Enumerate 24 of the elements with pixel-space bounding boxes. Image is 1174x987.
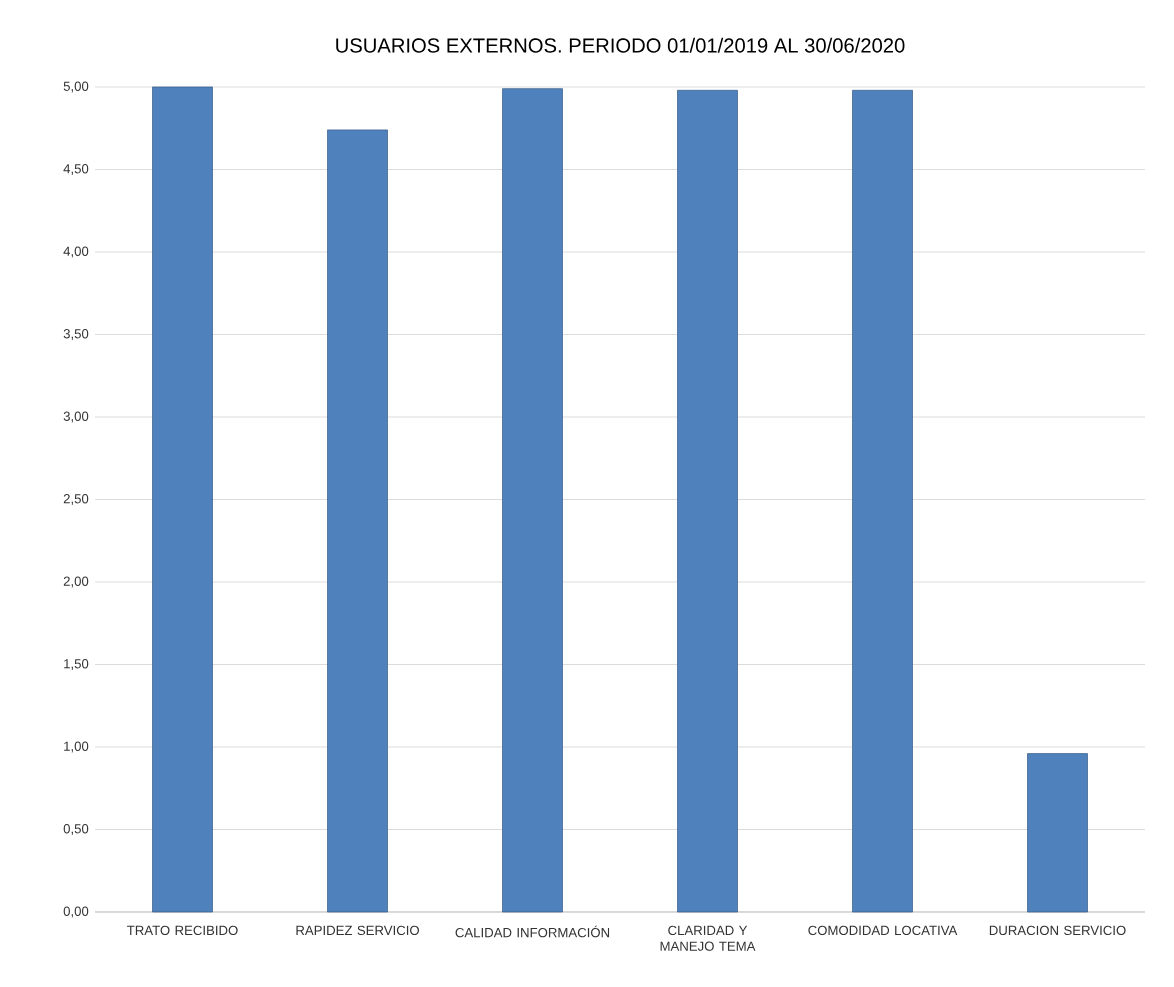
y-tick-label: 1,50 [64, 659, 89, 670]
y-tick-label: 0,00 [63, 906, 89, 918]
y-tick-label: 0,50 [63, 824, 89, 835]
bar [152, 86, 213, 913]
chart-title: USUARIOS EXTERNOS. PERIODO 01/01/2019 AL 30/06/2020 [336, 37, 905, 53]
y-tick-label: 5,00 [63, 81, 89, 93]
y-tick-label: 4,00 [63, 246, 89, 258]
x-tick-label: CLARIDAD Y MANEJO TEMA [660, 925, 756, 951]
x-tick-label: TRATO RECIBIDO [127, 925, 238, 936]
y-tick-label: 3,50 [63, 329, 89, 340]
bar [677, 89, 738, 913]
bar [852, 89, 913, 913]
bar [1027, 753, 1088, 913]
y-tick-label: 2,00 [63, 576, 89, 588]
x-tick-label: DURACION SERVICIO [989, 925, 1126, 936]
x-tick-label: RAPIDEZ SERVICIO [296, 925, 420, 936]
bar [502, 88, 563, 913]
x-tick-label: COMODIDAD LOCATIVA [808, 925, 958, 936]
y-tick-label: 2,50 [63, 494, 89, 505]
y-tick-label: 4,50 [63, 164, 89, 175]
y-tick-label: 1,00 [64, 741, 89, 753]
bar [327, 129, 388, 913]
x-tick-label: CALIDAD INFORMACIÓN [455, 925, 610, 938]
y-tick-label: 3,00 [63, 411, 89, 423]
